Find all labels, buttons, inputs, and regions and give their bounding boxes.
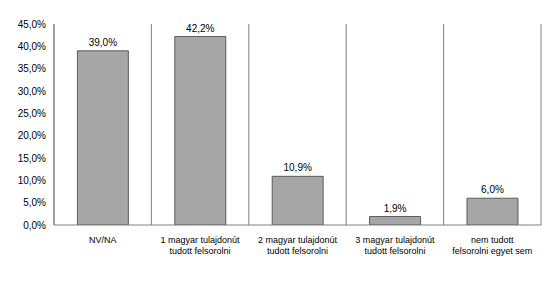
svg-text:15,0%: 15,0% xyxy=(18,153,46,164)
svg-text:10,9%: 10,9% xyxy=(283,162,311,173)
svg-text:1 magyar tulajdonúttudott fels: 1 magyar tulajdonúttudott felsorolni xyxy=(161,235,241,256)
svg-text:35,0%: 35,0% xyxy=(18,63,46,74)
svg-text:3 magyar tulajdonúttudott fels: 3 magyar tulajdonúttudott felsorolni xyxy=(355,235,435,256)
svg-text:39,0%: 39,0% xyxy=(89,37,117,48)
svg-text:25,0%: 25,0% xyxy=(18,108,46,119)
svg-text:NV/NA: NV/NA xyxy=(89,235,117,245)
svg-text:2 magyar tulajdonúttudott fels: 2 magyar tulajdonúttudott felsorolni xyxy=(258,235,338,256)
svg-text:42,2%: 42,2% xyxy=(186,23,214,34)
svg-text:40,0%: 40,0% xyxy=(18,41,46,52)
svg-text:10,0%: 10,0% xyxy=(18,175,46,186)
svg-text:6,0%: 6,0% xyxy=(481,184,504,195)
svg-text:5,0%: 5,0% xyxy=(23,197,46,208)
svg-text:20,0%: 20,0% xyxy=(18,130,46,141)
svg-text:0,0%: 0,0% xyxy=(23,220,46,231)
svg-text:30,0%: 30,0% xyxy=(18,86,46,97)
svg-text:nem tudottfelsorolni egyet sem: nem tudottfelsorolni egyet sem xyxy=(452,235,532,256)
svg-text:1,9%: 1,9% xyxy=(384,203,407,214)
svg-text:45,0%: 45,0% xyxy=(18,19,46,30)
